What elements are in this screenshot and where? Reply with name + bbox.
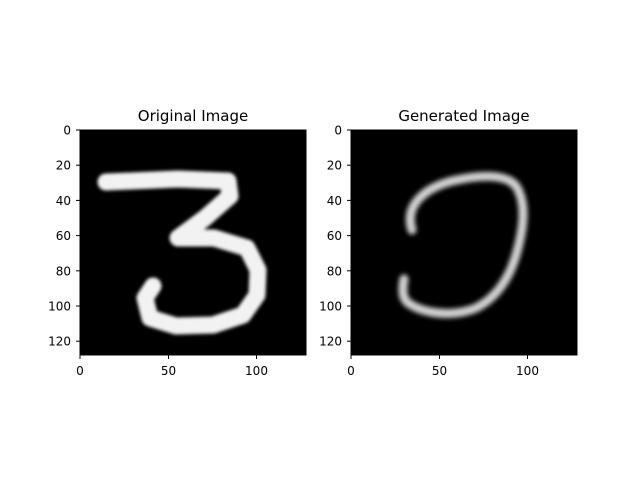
y-tick-label: 40 [327, 194, 342, 208]
y-tick-label: 40 [56, 194, 71, 208]
digit-image-original [97, 170, 267, 335]
axes-frame-original [79, 129, 307, 356]
panel-title-generated: Generated Image [398, 107, 529, 125]
y-axis-generated: 0 20 40 60 80 100 120 [319, 124, 351, 349]
x-axis-original: 0 50 100 [76, 355, 268, 378]
generated-curve-stroke [398, 171, 528, 318]
y-tick-label: 20 [56, 159, 71, 173]
y-tick-label: 0 [334, 124, 342, 138]
x-tick-label: 0 [347, 364, 355, 378]
y-tick-label: 100 [319, 300, 342, 314]
image-area-generated [351, 130, 577, 355]
y-tick-label: 80 [56, 264, 71, 278]
digit-image-generated [398, 171, 528, 318]
y-tick-label: 20 [327, 159, 342, 173]
x-tick-label: 0 [76, 364, 84, 378]
y-tick-label: 100 [48, 300, 71, 314]
x-tick-label: 100 [516, 364, 539, 378]
x-tick-label: 50 [161, 364, 176, 378]
y-tick-label: 60 [56, 229, 71, 243]
axes-frame-generated [350, 129, 578, 356]
panel-title-original: Original Image [138, 107, 248, 125]
y-tick-label: 120 [48, 335, 71, 349]
y-axis-original: 0 20 40 60 80 100 120 [48, 124, 80, 349]
digit-three-stroke [97, 170, 267, 335]
x-axis-generated: 0 50 100 [347, 355, 539, 378]
y-tick-label: 80 [327, 264, 342, 278]
x-tick-label: 100 [245, 364, 268, 378]
y-tick-label: 60 [327, 229, 342, 243]
y-tick-label: 0 [63, 124, 71, 138]
panel-original: Original Image 0 50 100 0 20 40 60 [48, 107, 307, 378]
x-tick-label: 50 [432, 364, 447, 378]
panel-generated: Generated Image 0 50 100 0 20 40 60 [319, 107, 578, 378]
y-tick-label: 120 [319, 335, 342, 349]
